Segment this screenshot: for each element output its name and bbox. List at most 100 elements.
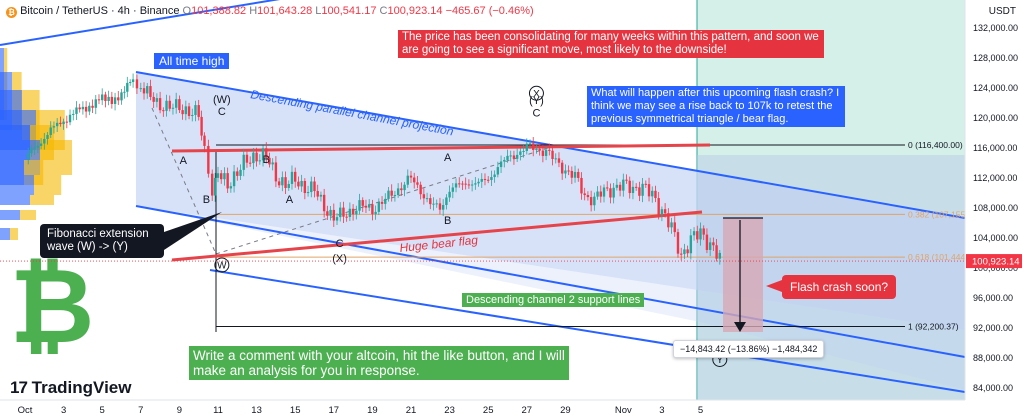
candle-body [152, 96, 155, 102]
candle-body [303, 180, 307, 194]
candle-body [660, 209, 664, 215]
candle-body [33, 147, 36, 149]
candle-body [335, 217, 339, 221]
candle-body [84, 106, 88, 112]
btc-symbol-icon: ₿ [6, 7, 17, 18]
candle-body [43, 138, 46, 144]
candle-body [535, 148, 538, 150]
chart-header: ₿ Bitcoin / TetherUS · 4h · Binance O101… [6, 5, 534, 18]
candle-body [287, 183, 290, 189]
candle-body [81, 106, 85, 110]
candle-body [123, 91, 126, 93]
candle-body [393, 195, 397, 197]
candle-body [432, 203, 435, 205]
candle-body [203, 135, 206, 146]
candle-body [59, 122, 62, 125]
candle-body [599, 191, 602, 197]
price-axis-tick: 92,000.00 [973, 323, 1013, 333]
time-axis-tick: 5 [100, 405, 105, 416]
candle-body [158, 98, 162, 111]
wave-label: C [336, 238, 344, 250]
time-axis-tick: 5 [698, 405, 703, 416]
candle-body [528, 143, 532, 145]
candle-body [128, 82, 132, 84]
ohlc-value: 100,541.17 [321, 5, 377, 17]
measure-label: −14,843.42 (−13.86%) −1,484,342 [673, 340, 825, 358]
candle-body [387, 190, 390, 199]
candle-body [168, 100, 171, 109]
bitcoin-icon: ₿ [10, 249, 95, 365]
candle-body [654, 190, 657, 199]
candle-body [667, 213, 670, 228]
candle-body [135, 79, 139, 89]
fib-level-label: 1 (92,200.37) [908, 321, 959, 331]
candle-body [88, 105, 91, 112]
wave-circle-label: X [533, 89, 540, 100]
fib-dashed-line [215, 147, 549, 255]
fib-dashed-line [151, 107, 217, 255]
candle-body [223, 173, 226, 180]
candle-body [702, 228, 705, 235]
candle-body [644, 183, 648, 185]
candle-body [319, 194, 323, 197]
candle-body [310, 181, 313, 193]
wave-circle-label: W [217, 261, 227, 272]
candle-body [242, 154, 245, 170]
wave-label: C [218, 106, 226, 118]
price-axis-tick: 104,000.00 [973, 233, 1018, 243]
wave-circle [214, 257, 230, 273]
candle-body [618, 184, 622, 191]
candle-body [384, 198, 387, 204]
symbol-title[interactable]: Bitcoin / TetherUS · 4h · Binance [20, 5, 180, 17]
volume-profile-bar [0, 195, 30, 205]
candle-body [589, 197, 593, 206]
fib-level-label: 0.618 (101,444.63) [908, 252, 980, 262]
candle-body [284, 177, 287, 189]
candle-body [554, 158, 557, 160]
candle-body [467, 184, 471, 186]
candle-body [39, 143, 43, 146]
time-axis-tick: 3 [61, 405, 66, 416]
candle-body [416, 182, 419, 185]
candle-body [451, 187, 455, 192]
candle-body [358, 200, 361, 211]
volume-profile-bar [40, 140, 72, 175]
candle-body [692, 231, 696, 236]
candle-body [541, 150, 545, 156]
candle-body [245, 154, 249, 163]
candle-body [78, 107, 81, 110]
fib-label-pointer [164, 212, 222, 250]
time-axis-tick: 15 [290, 405, 301, 416]
candle-body [62, 121, 65, 125]
candle-body [580, 177, 583, 194]
channel-support-line [209, 269, 966, 393]
candle-body [651, 190, 654, 197]
candle-body [271, 162, 274, 165]
candle-body [622, 179, 625, 191]
ohlc-key: H [246, 5, 258, 17]
flash-crash-label: Flash crash soon? [782, 275, 897, 299]
candle-body [647, 184, 651, 197]
price-axis-tick: 132,000.00 [973, 23, 1018, 33]
candle-body [609, 188, 612, 198]
tradingview-logo[interactable]: 17 TradingView [10, 378, 132, 397]
candle-body [602, 187, 606, 197]
time-axis-tick: 29 [560, 405, 571, 416]
tradingview-icon: 17 [10, 378, 28, 397]
price-axis-tick: 108,000.00 [973, 203, 1018, 213]
candle-body [573, 171, 577, 178]
candle-body [577, 171, 580, 178]
volume-profile-bar [0, 210, 20, 220]
candle-body [36, 145, 40, 148]
candle-body [506, 155, 509, 160]
candle-body [612, 187, 615, 198]
candle-body [181, 110, 184, 115]
time-axis-tick: 9 [177, 405, 182, 416]
wave-label: (X) [332, 253, 347, 265]
candle-body [413, 177, 416, 183]
fib-extension-label: Fibonacci extension wave (W) -> (Y) [40, 224, 164, 258]
candle-body [197, 105, 200, 117]
time-axis-tick: 19 [367, 405, 378, 416]
candle-body [548, 149, 551, 151]
